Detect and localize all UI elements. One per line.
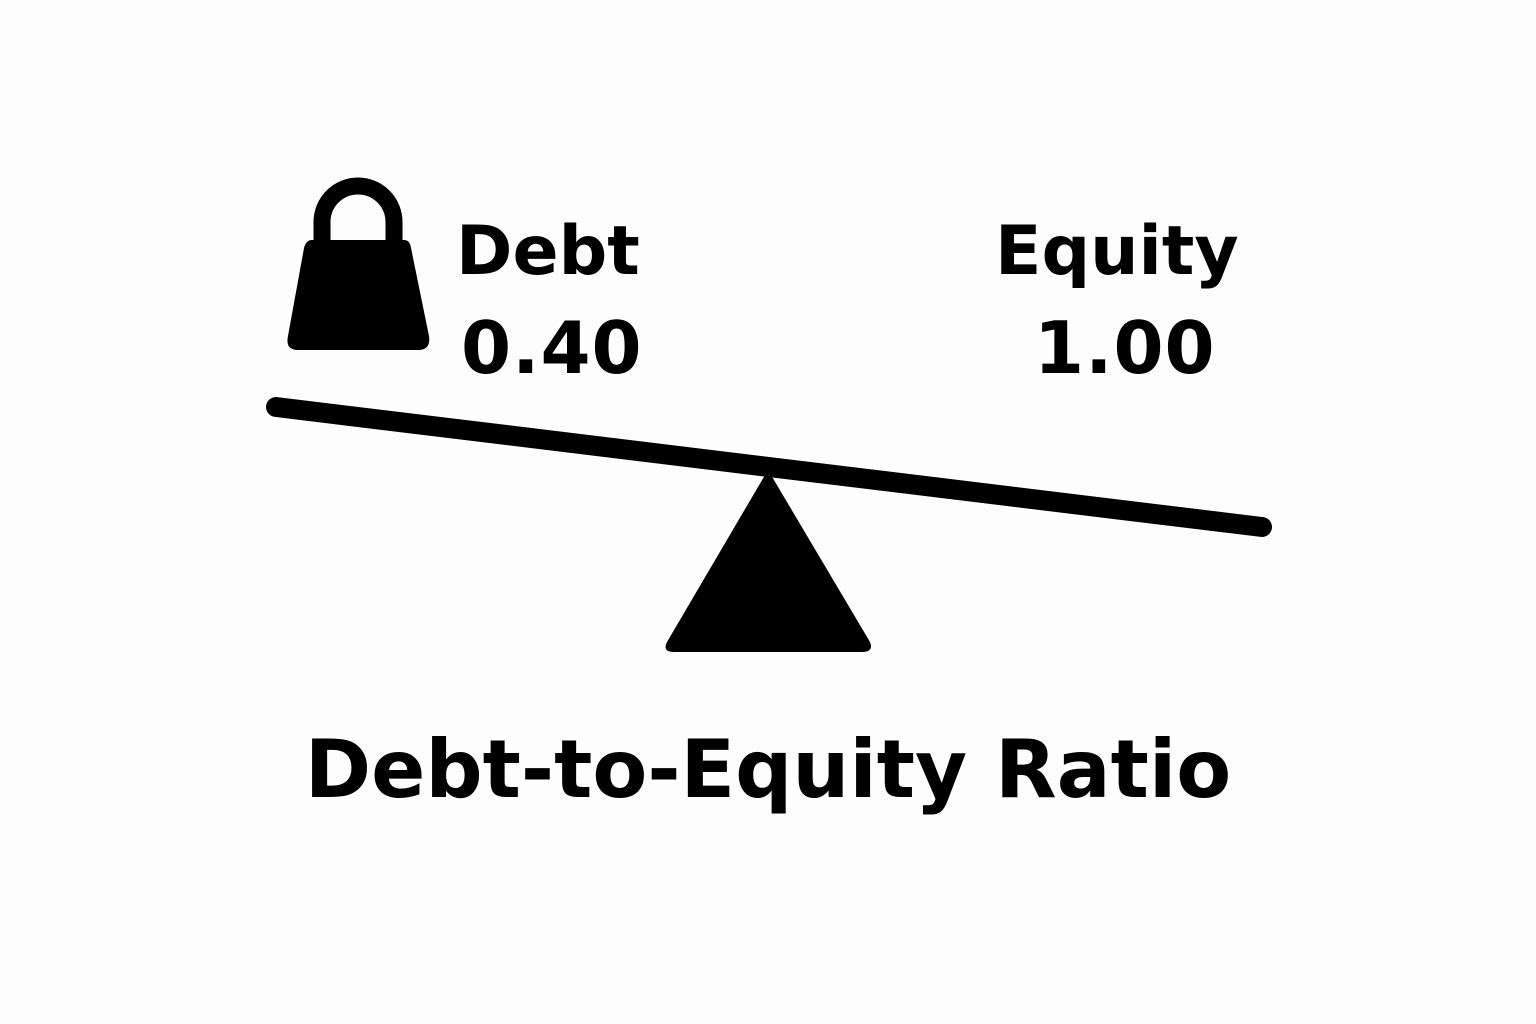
equity-label: Equity <box>995 212 1239 291</box>
diagram-caption: Debt-to-Equity Ratio <box>304 723 1232 816</box>
fulcrum-triangle <box>665 470 871 652</box>
equity-value: 1.00 <box>1034 306 1216 390</box>
debt-label: Debt <box>456 212 640 291</box>
debt-value: 0.40 <box>461 306 643 390</box>
seesaw-beam <box>266 397 1272 537</box>
weight-icon <box>287 177 430 350</box>
